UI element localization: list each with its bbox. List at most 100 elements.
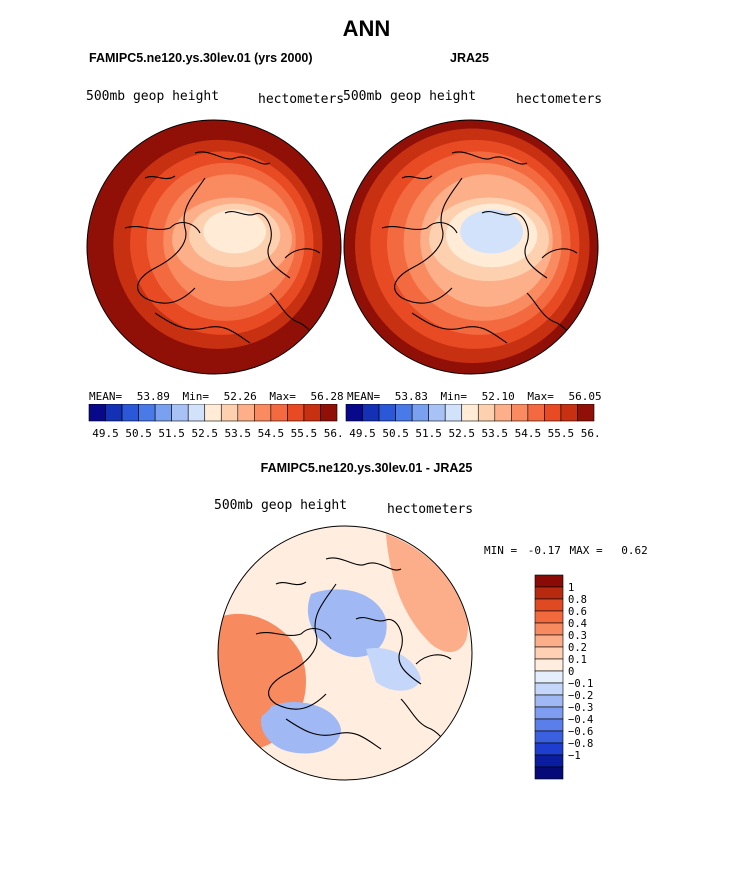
panel-1-stats: MEAN= 53.89 Min= 52.26 Max= 56.28 — [89, 390, 344, 403]
panel-1-contour-fill — [87, 120, 341, 374]
colorbar-swatch — [270, 404, 288, 422]
colorbar-swatch — [534, 670, 564, 684]
panel-3-colorbar-labels: 10.80.60.40.30.20.10−0.1−0.2−0.3−0.4−0.6… — [568, 582, 593, 762]
anomaly-eurasia-east — [386, 534, 468, 653]
colorbar-swatch — [395, 404, 413, 422]
panel-2-map-border — [343, 119, 599, 375]
colorbar-tick-label: 56.5 — [581, 427, 600, 440]
coastline-segment-4 — [411, 312, 508, 344]
panel-2-stats: MEAN= 53.83 Min= 52.10 Max= 56.05 — [347, 390, 602, 403]
panel-2-contour-fill — [344, 120, 598, 374]
coastline-segment-0 — [137, 177, 206, 304]
colorbar-swatch — [254, 404, 272, 422]
colorbar-swatch — [378, 404, 396, 422]
contour-band-52.3 — [460, 209, 524, 254]
panel-3-map-border — [217, 525, 473, 781]
colorbar-tick-label: 0.1 — [568, 654, 587, 666]
colorbar-tick-label: 50.5 — [382, 427, 409, 440]
colorbar-swatch — [534, 634, 564, 648]
coastline-segment-3 — [124, 222, 201, 234]
panel-3-max-label: MAX = — [569, 544, 603, 557]
colorbar-tick-label: 53.5 — [482, 427, 509, 440]
colorbar-swatch — [461, 404, 479, 422]
colorbar-swatch — [187, 404, 206, 422]
colorbar-tick-label: 50.5 — [125, 427, 152, 440]
colorbar-swatch — [534, 586, 564, 600]
colorbar-swatch — [527, 404, 545, 422]
colorbar-tick-label: 55.5 — [291, 427, 318, 440]
colorbar-tick-label: 51.5 — [415, 427, 442, 440]
colorbar-swatch — [534, 718, 564, 732]
colorbar-swatch — [534, 610, 564, 624]
colorbar-swatch — [494, 404, 512, 422]
colorbar-swatch — [121, 404, 139, 422]
panel-1-max-value: 56.28 — [310, 390, 344, 403]
colorbar-tick-label: −0.8 — [568, 738, 593, 750]
panel-3-polar-map — [217, 525, 473, 781]
panel-2-min-label: Min= — [440, 390, 468, 403]
panel-1-colorbar: 49.5 50.5 51.5 52.5 53.5 54.5 55.5 56.5 — [88, 404, 343, 440]
panel-1-polar-map — [86, 119, 342, 375]
colorbar-tick-label: −0.1 — [568, 678, 593, 690]
colorbar-tick-label: −0.6 — [568, 726, 593, 738]
colorbar-swatch — [534, 754, 564, 768]
colorbar-swatch — [171, 404, 189, 422]
colorbar-swatch — [534, 574, 564, 588]
colorbar-swatch — [204, 404, 222, 422]
panel-1-mean-value: 53.89 — [136, 390, 170, 403]
colorbar-swatch — [428, 404, 446, 422]
colorbar-swatch — [534, 742, 564, 756]
coastline-segment-1 — [325, 557, 402, 571]
panel-3-colorbar: 10.80.60.40.30.20.10−0.1−0.2−0.3−0.4−0.6… — [534, 574, 593, 780]
panel-3-coastlines — [255, 557, 457, 760]
colorbar-swatch — [534, 766, 564, 780]
colorbar-swatch — [320, 404, 338, 422]
colorbar-tick-label: 54.5 — [515, 427, 542, 440]
colorbar-tick-label: 1 — [568, 582, 574, 594]
panel-1-min-label: Min= — [182, 390, 210, 403]
coastline-segment-3 — [255, 628, 332, 640]
colorbar-tick-label: −0.4 — [568, 714, 593, 726]
panel-1-max-label: Max= — [269, 390, 296, 403]
colorbar-swatch — [534, 598, 564, 612]
colorbar-swatch — [511, 404, 529, 422]
panel-2-polar-map — [343, 119, 599, 375]
coastline-segment-1 — [451, 151, 528, 165]
colorbar-swatch — [444, 404, 463, 422]
panel-2-coastlines — [381, 151, 583, 354]
colorbar-swatch — [138, 404, 156, 422]
panel-1-colorbar-labels: 49.5 50.5 51.5 52.5 53.5 54.5 55.5 56.5 — [92, 427, 343, 440]
anomaly-core-arctic — [330, 610, 362, 638]
panel-2-title: JRA25 — [450, 51, 489, 65]
coastline-segment-2 — [481, 211, 548, 279]
panel-2-mean-value: 53.83 — [394, 390, 428, 403]
coastline-segment-1 — [194, 151, 271, 165]
colorbar-swatch — [534, 682, 564, 696]
colorbar-tick-label: 55.5 — [548, 427, 575, 440]
panel-2-colorbar-swatches — [345, 404, 595, 422]
coastline-segment-7 — [144, 175, 176, 180]
colorbar-swatch — [534, 646, 564, 660]
colorbar-tick-label: 54.5 — [258, 427, 285, 440]
panel-3-title: FAMIPC5.ne120.ys.30lev.01 - JRA25 — [260, 461, 473, 475]
coastline-segment-0 — [268, 583, 337, 710]
panel-3-colorbar-swatches — [534, 574, 564, 780]
panel-1-colorbar-swatches — [88, 404, 338, 422]
panel-1-min-value: 52.26 — [223, 390, 257, 403]
colorbar-tick-label: 0.6 — [568, 606, 587, 618]
colorbar-swatch — [220, 404, 239, 422]
colorbar-tick-label: 52.5 — [448, 427, 475, 440]
panel-2-max-value: 56.05 — [568, 390, 602, 403]
contour-band-52.8 — [203, 209, 267, 254]
colorbar-tick-label: 52.5 — [191, 427, 218, 440]
colorbar-swatch — [560, 404, 578, 422]
coastline-segment-3 — [381, 222, 458, 234]
colorbar-tick-label: 0 — [568, 666, 574, 678]
panel-1-variable-label: 500mb geop height — [86, 89, 220, 104]
coastline-segment-0 — [394, 177, 463, 304]
colorbar-tick-label: 0.8 — [568, 594, 587, 606]
panel-2-mean-label: MEAN= — [347, 390, 381, 403]
colorbar-tick-label: 0.3 — [568, 630, 587, 642]
panel-3-units-label: hectometers — [387, 502, 474, 517]
panel-3-min-label: MIN = — [484, 544, 518, 557]
